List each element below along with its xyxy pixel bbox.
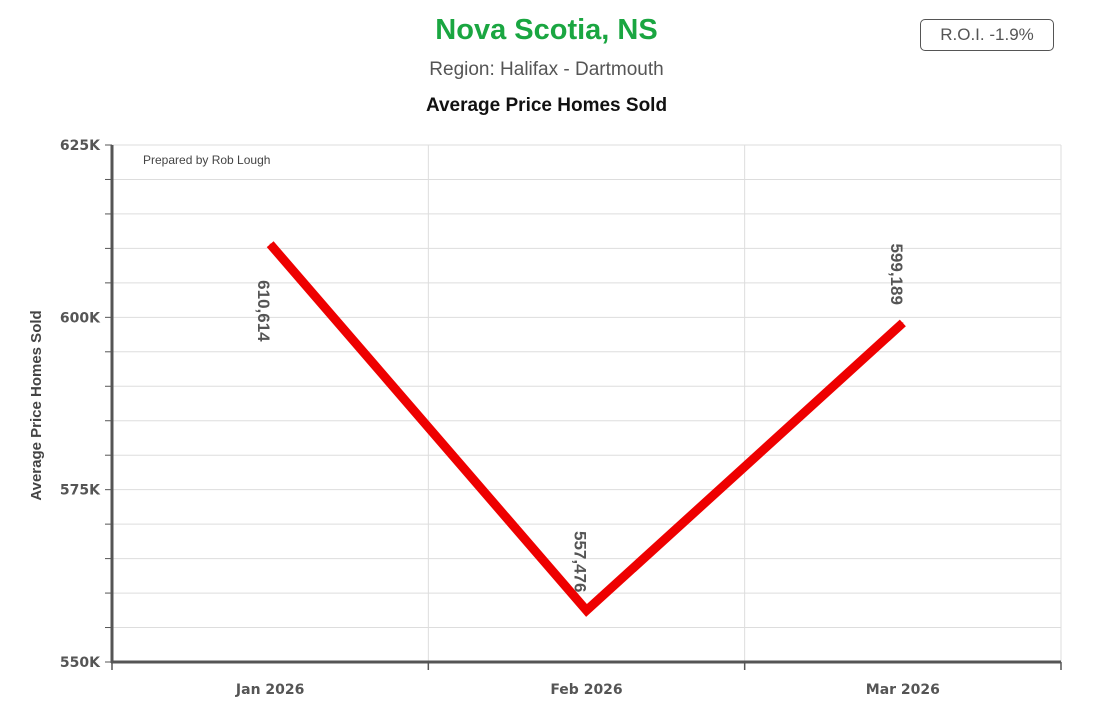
data-label: 599,189: [887, 243, 906, 304]
x-axis-ticks: Jan 2026 Feb 2026 Mar 2026: [235, 682, 940, 698]
data-label: 557,476: [571, 531, 590, 592]
region-subtitle: Region: Halifax - Dartmouth: [429, 59, 664, 80]
y-tick-label: 600K: [60, 310, 101, 326]
data-label: 610,614: [254, 280, 273, 342]
data-point: [902, 322, 904, 324]
x-tick-label: Mar 2026: [866, 682, 940, 698]
prepared-by-credit: Prepared by Rob Lough: [143, 153, 270, 167]
y-tick-label: 550K: [60, 655, 101, 671]
data-point: [586, 609, 587, 611]
x-tick-label: Jan 2026: [235, 682, 304, 698]
y-tick-label: 625K: [60, 138, 101, 154]
y-axis-ticks: 550K 575K 600K 625K: [60, 138, 101, 671]
data-labels: 610,614 557,476 599,189: [254, 243, 906, 592]
y-axis-title: Average Price Homes Sold: [28, 310, 45, 500]
x-tick-label: Feb 2026: [550, 682, 622, 698]
page-title: Nova Scotia, NS: [435, 14, 658, 46]
chart-title: Average Price Homes Sold: [425, 95, 668, 116]
y-tick-label: 575K: [60, 483, 101, 499]
series-line: [266, 241, 906, 617]
roi-badge: R.O.I. -1.9%: [920, 19, 1054, 51]
chart-axes: [110, 145, 1061, 664]
data-point: [269, 243, 271, 245]
